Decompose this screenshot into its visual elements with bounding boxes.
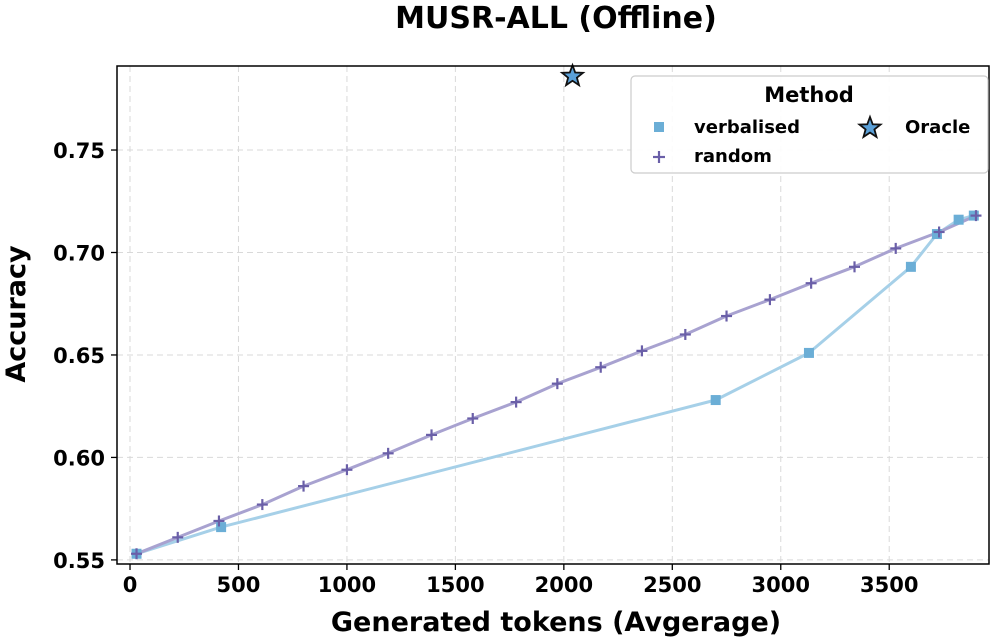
y-tick-label: 0.70 (53, 241, 105, 265)
data-point-random (256, 499, 268, 511)
data-point-verbalised (953, 214, 964, 225)
legend-label-random: random (694, 146, 772, 167)
data-point-random (595, 361, 607, 373)
legend-marker-verbalised (654, 122, 664, 132)
data-point-oracle (559, 62, 586, 88)
x-tick-label: 1000 (318, 573, 376, 597)
legend-marker-oracle (857, 114, 883, 139)
data-point-random (890, 242, 902, 254)
data-point-random (933, 226, 945, 238)
data-point-random (467, 412, 479, 424)
y-axis-ticks: 0.55 0.60 0.65 0.70 0.75 (53, 139, 117, 573)
data-point-random (510, 396, 522, 408)
x-tick-label: 2500 (643, 573, 701, 597)
y-tick-label: 0.65 (53, 344, 105, 368)
legend: Method verbalised random Oracle (630, 75, 989, 174)
data-point-random (721, 310, 733, 322)
data-point-verbalised (216, 522, 227, 533)
data-point-verbalised (905, 261, 916, 272)
y-axis-label: Accuracy (1, 245, 32, 383)
data-point-random (636, 345, 648, 357)
data-point-random (764, 294, 776, 306)
chart-title: MUSR-ALL (Offline) (395, 1, 717, 36)
y-tick-label: 0.75 (53, 139, 105, 163)
x-tick-label: 3500 (860, 573, 918, 597)
data-point-verbalised (931, 229, 942, 240)
data-point-random (551, 378, 563, 390)
x-tick-label: 1500 (426, 573, 484, 597)
x-tick-label: 500 (217, 573, 261, 597)
x-axis-ticks: 0 500 1000 1500 2000 2500 3000 3500 (123, 564, 918, 597)
y-tick-label: 0.60 (53, 446, 105, 470)
series-markers (131, 62, 982, 560)
data-point-random (298, 480, 310, 492)
x-tick-label: 3000 (752, 573, 810, 597)
y-tick-label: 0.55 (53, 549, 105, 573)
legend-label-oracle: Oracle (905, 117, 970, 138)
x-tick-label: 0 (123, 573, 138, 597)
x-axis-label: Generated tokens (Avgerage) (331, 607, 781, 638)
x-tick-label: 2000 (535, 573, 593, 597)
legend-title: Method (764, 83, 854, 107)
data-point-random (849, 261, 861, 273)
data-point-random (805, 277, 817, 289)
data-point-random (382, 447, 394, 459)
legend-box (630, 75, 989, 174)
data-point-random (213, 515, 225, 527)
legend-label-verbalised: verbalised (694, 117, 800, 138)
data-point-random (970, 210, 982, 222)
data-point-random (341, 464, 353, 476)
plot-frame (116, 65, 990, 565)
data-point-random (172, 531, 184, 543)
data-point-verbalised (710, 395, 721, 406)
data-point-verbalised (803, 347, 814, 358)
data-point-random (426, 429, 438, 441)
grid (117, 66, 989, 564)
legend-marker-random (653, 151, 665, 163)
data-point-random (131, 548, 143, 560)
data-point-random (679, 328, 691, 340)
